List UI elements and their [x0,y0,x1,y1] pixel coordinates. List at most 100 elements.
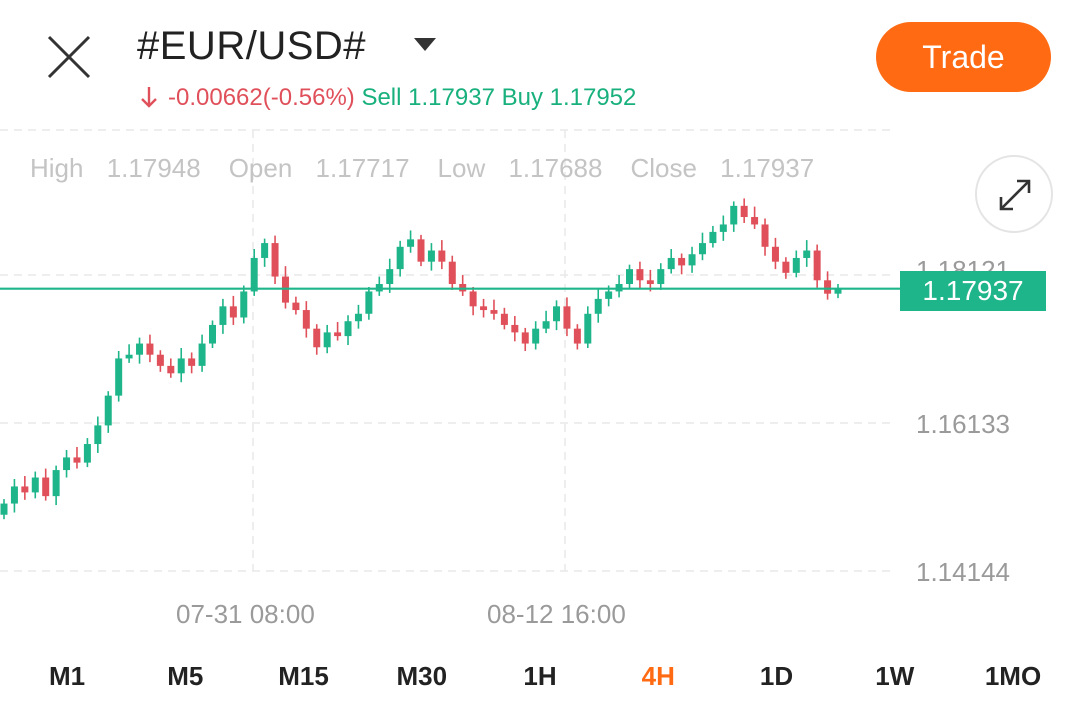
candle-body [42,477,50,497]
candle-body [21,486,29,493]
tab-m5[interactable]: M5 [167,661,204,691]
candle-body [792,257,800,273]
candle-body [136,343,144,355]
candle-body [813,250,821,281]
candle-body [354,313,362,322]
candle-body [438,250,446,262]
candle-body [678,257,686,266]
candle-body [167,365,175,374]
tab-1w[interactable]: 1W [875,661,915,691]
close-icon[interactable] [44,32,94,82]
candle-body [573,328,581,344]
candle-body [584,313,592,344]
candle-body [83,444,91,463]
candle-body [52,470,60,497]
arrow-down-icon [141,87,157,108]
candle-body [751,217,759,225]
candle-body [740,205,748,218]
candle-body [365,291,373,314]
candle-body [407,239,415,247]
candle-body [417,239,425,262]
close-label: Close [630,153,697,183]
candle-body [334,332,342,337]
candle-body [563,306,571,329]
candle-body [594,298,602,314]
candle-body [657,269,665,285]
low-value: 1.17688 [508,153,603,183]
candle-body [229,306,237,318]
candle-body [448,261,456,285]
candle-body [834,288,842,294]
high-value: 1.17948 [106,153,201,183]
candle-body [302,310,310,329]
candle-body [469,291,477,307]
price-chart[interactable]: High 1.17948 Open 1.17717 Low 1.17688 Close… [0,125,1080,645]
buy-label: Buy [501,84,543,111]
candle-body [386,269,394,285]
candle-body [719,224,727,232]
high-label: High [30,153,84,183]
candle-body [490,310,498,314]
candle-body [323,332,331,348]
candle-body [730,205,738,225]
expand-icon [999,179,1031,211]
candle-body [240,291,248,318]
candle-body [31,477,39,493]
candle-body [782,261,790,273]
tab-m1[interactable]: M1 [48,661,86,691]
candle-body [344,321,352,337]
candle-body [219,306,227,325]
y-tick-label: 1.14144 [916,557,1010,587]
ohlc-readout: High 1.17948 Open 1.17717 Low 1.17688 Close… [30,153,842,184]
caret-down-icon[interactable] [414,38,436,52]
candle-body [824,280,832,294]
tab-m30[interactable]: M30 [396,661,448,691]
candle-body [104,395,112,426]
candle-body [292,302,300,311]
tab-1h[interactable]: 1H [523,661,557,691]
y-tick-label: 1.16133 [916,409,1010,439]
candle-body [146,343,154,355]
candle-body [667,257,675,270]
tab-4h[interactable]: 4H [641,661,675,691]
candle-body [125,354,133,359]
tab-1mo[interactable]: 1MO [984,661,1042,691]
low-label: Low [437,153,486,183]
candle-body [709,231,717,244]
candle-body [532,328,540,344]
x-tick-label: 08-12 16:00 [487,599,626,629]
candlestick-plot[interactable] [0,125,1080,645]
buy-price: 1.17952 [549,84,637,111]
symbol-title[interactable]: #EUR/USD# [137,24,367,68]
candle-body [156,354,164,366]
candle-body [63,457,71,471]
candle-body [73,457,81,463]
candle-body [313,328,321,348]
candle-body [396,246,404,270]
trade-button[interactable]: Trade [876,22,1051,92]
expand-button[interactable] [975,155,1053,233]
price-change: -0.00662(-0.56%) [168,84,355,111]
candle-body [480,306,488,311]
candle-body [261,243,269,258]
sell-label: Sell [361,84,402,111]
open-value: 1.17717 [315,153,410,183]
candle-body [511,324,519,333]
candle-body [698,243,706,255]
candle-body [198,343,206,366]
candle-body [803,250,811,258]
header: #EUR/USD# -0.00662(-0.56%) Sell 1.17937 … [0,0,1080,125]
x-tick-label: 07-31 08:00 [176,599,315,629]
candle-body [646,280,654,285]
candle-body [688,254,696,266]
tab-1d[interactable]: 1D [759,661,794,691]
candle-body [761,224,769,247]
candle-body [605,291,613,299]
tab-m15[interactable]: M15 [278,661,329,691]
candle-body [188,358,196,366]
candle-body [10,486,18,504]
candle-body [636,269,644,281]
candle-body [0,503,8,515]
candle-body [115,358,123,396]
candle-body [427,250,435,262]
